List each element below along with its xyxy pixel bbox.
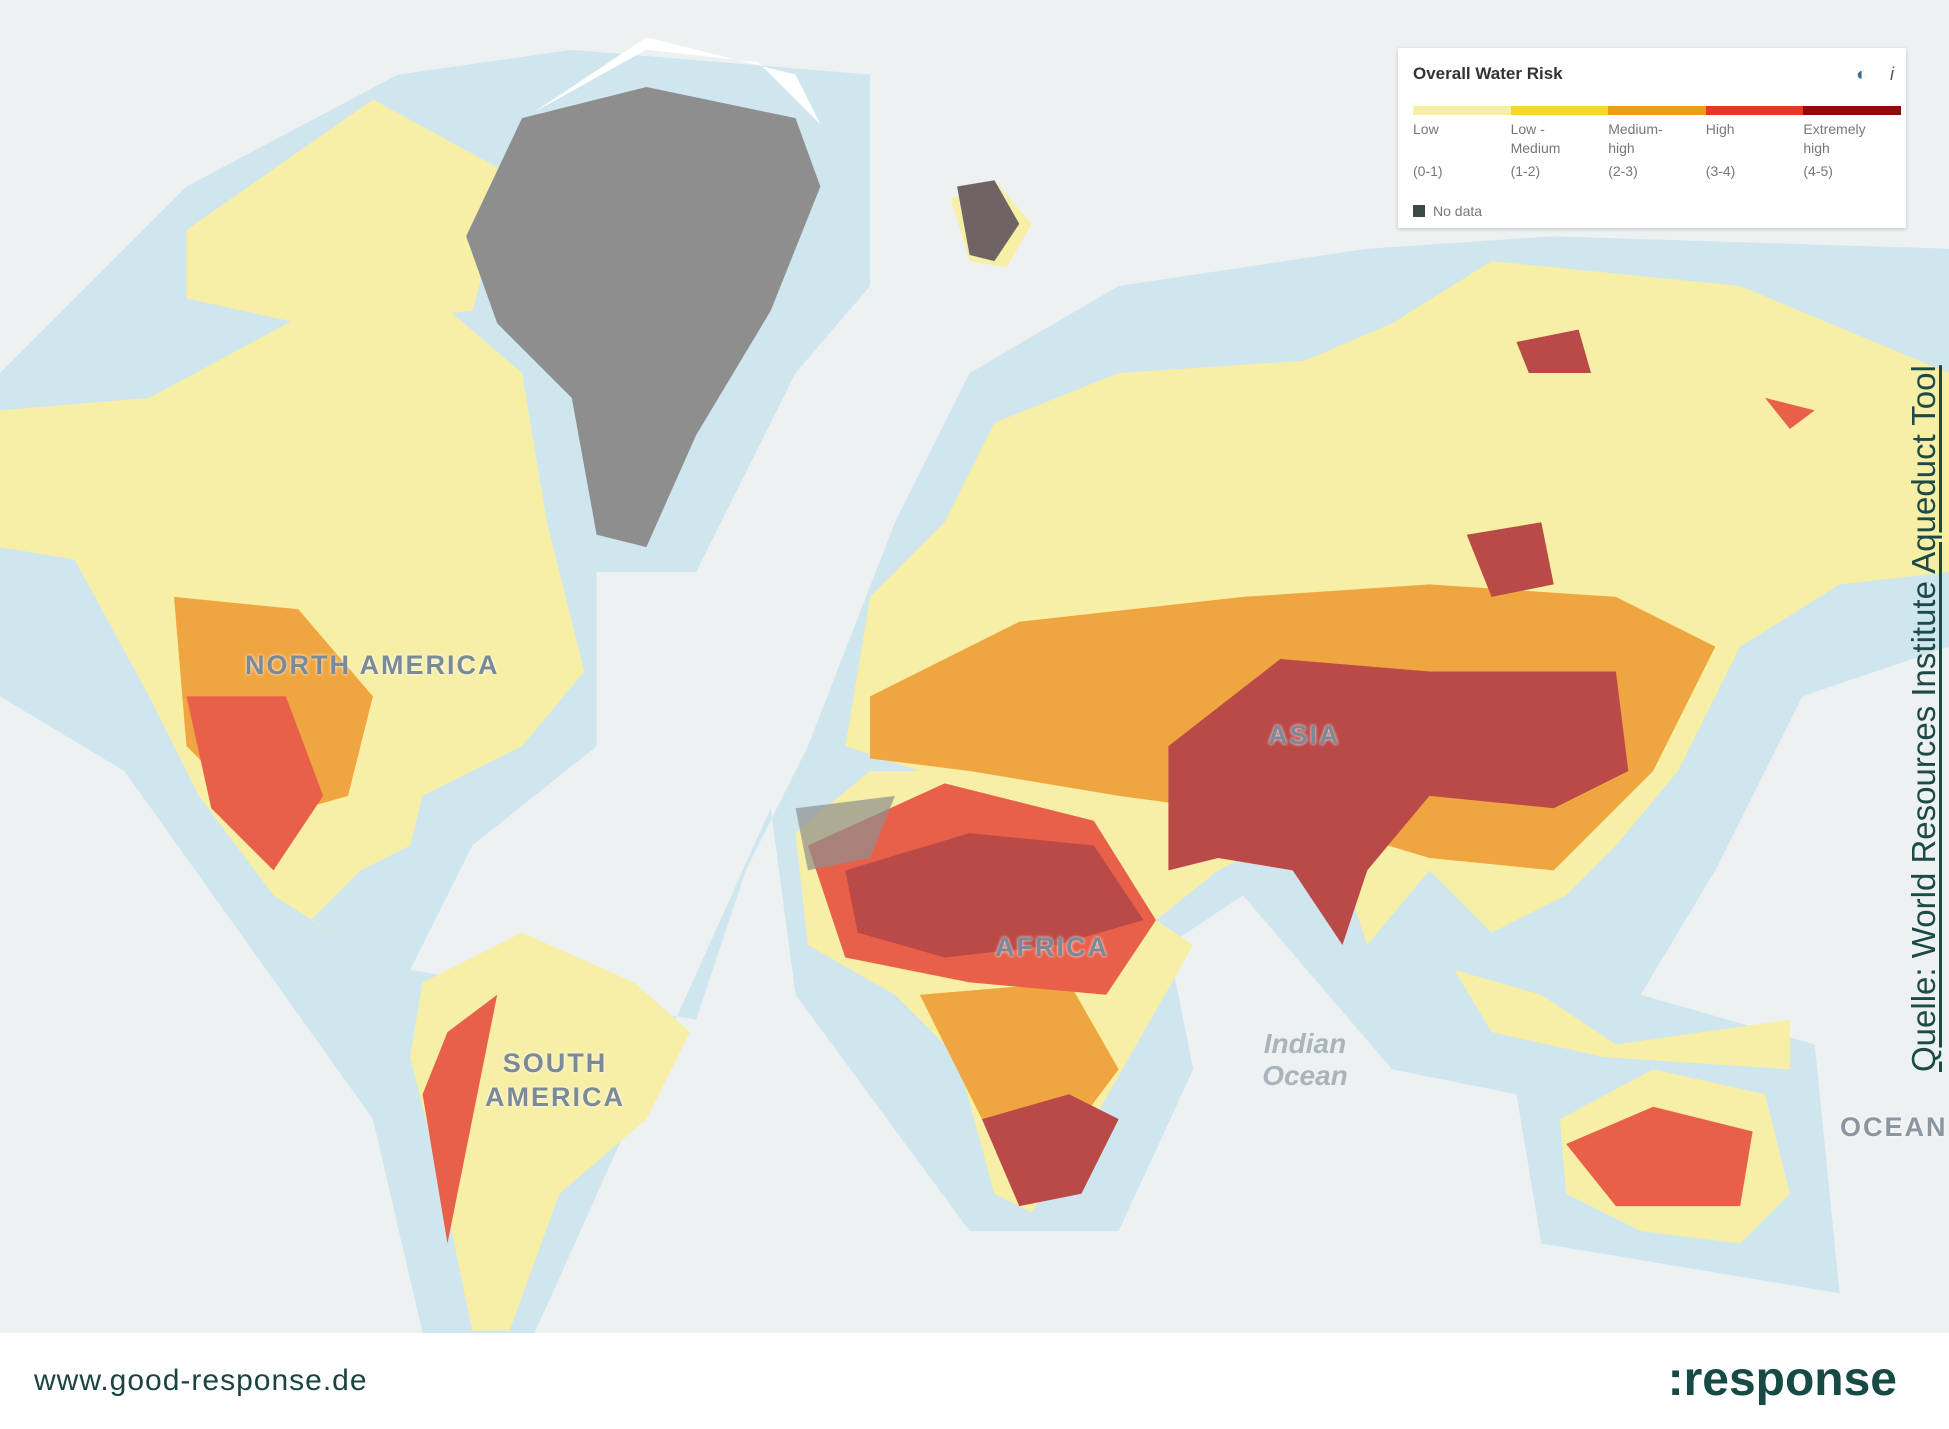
info-icon[interactable]: i [1890,64,1894,84]
legend-panel: Overall Water Risk ◐ i Low (0-1) Low - Me… [1398,48,1906,228]
land-extremely-high-risk [845,329,1629,1207]
legend-label: Extremely high [1803,121,1866,156]
legend-item: Low (0-1) [1413,120,1511,181]
legend-range: (0-1) [1413,163,1443,179]
legend-item: Medium-high (2-3) [1608,120,1706,181]
legend-swatch-high [1705,106,1804,115]
legend-label: High [1705,121,1735,137]
legend-swatch-low [1413,106,1511,115]
greenland-no-data [466,37,1020,871]
no-data-swatch [1413,205,1425,217]
label-south-america: SOUTH AMERICA [485,1048,625,1112]
legend-color-bar [1413,106,1901,115]
legend-swatch-medium-high [1608,106,1706,115]
source-credit: Quelle: World Resources Institute Aquedu… [1905,365,1942,1072]
legend-range: (1-2) [1510,163,1541,179]
legend-item: High (3-4) [1706,120,1804,181]
label-africa: AFRICA [995,932,1109,962]
legend-swatch-low-medium [1510,106,1609,115]
legend-label: Low - Medium [1510,121,1561,156]
legend-item: Extremely high (4-5) [1803,120,1901,181]
legend-title: Overall Water Risk [1413,64,1563,83]
no-data-label: No data [1433,203,1483,219]
legend-item: Low - Medium (1-2) [1511,120,1609,181]
legend-range: (3-4) [1705,163,1736,179]
legend-range: (2-3) [1608,163,1638,179]
layers-icon[interactable]: ◐ [1856,64,1867,84]
legend-label: Low [1413,121,1439,137]
label-asia: ASIA [1268,720,1341,750]
label-north-america: NORTH AMERICA [245,650,500,680]
legend-swatch-extremely-high [1803,106,1901,115]
legend-no-data: No data [1413,203,1482,219]
brand-logo: :response [1667,1353,1897,1406]
label-indian-ocean: Indian Ocean [1262,1028,1348,1091]
footer-url[interactable]: www.good-response.de [34,1364,368,1397]
legend-label: Medium-high [1608,121,1663,156]
map-canvas [0,37,1949,1333]
legend-range: (4-5) [1803,163,1833,179]
label-ocean: OCEAN [1840,1112,1948,1142]
water-risk-map[interactable]: NORTH AMERICA SOUTH AMERICA AFRICA ASIA … [0,0,1949,1333]
